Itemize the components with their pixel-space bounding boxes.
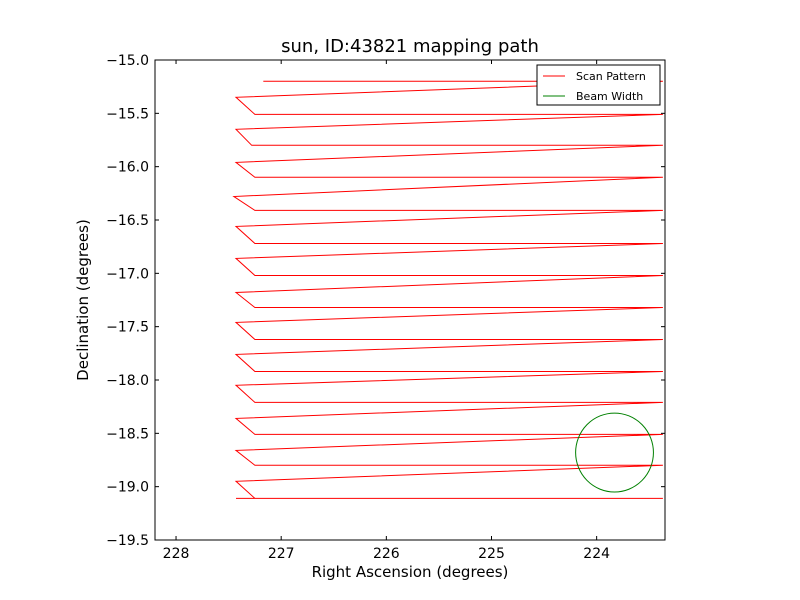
y-tick-label: −19.5 xyxy=(106,533,149,549)
x-tick-label: 225 xyxy=(478,546,505,562)
x-axis-label: Right Ascension (degrees) xyxy=(312,563,509,581)
y-axis: −15.0 −15.5 −16.0 −16.5 −17.0 −17.5 −18.0 −18.5… xyxy=(106,53,665,549)
axes-frame xyxy=(154,59,666,541)
y-tick-label: −17.0 xyxy=(106,266,149,282)
chart-title: sun, ID:43821 mapping path xyxy=(281,36,539,57)
legend-label-scan-pattern: Scan Pattern xyxy=(576,70,646,83)
x-tick-label: 228 xyxy=(163,546,190,562)
axes-background xyxy=(155,60,665,540)
x-tick-label: 227 xyxy=(268,546,295,562)
x-tick-label: 226 xyxy=(373,546,400,562)
x-tick-label: 224 xyxy=(583,546,610,562)
legend-box xyxy=(536,64,661,106)
y-tick-label: −16.5 xyxy=(106,213,149,229)
x-axis: 228 227 226 225 224 xyxy=(163,60,610,562)
y-tick-label: −18.0 xyxy=(106,373,149,389)
y-tick-label: −19.0 xyxy=(106,480,149,496)
y-tick-label: −18.5 xyxy=(106,426,149,442)
series-layer xyxy=(232,80,663,499)
y-axis-label: Declination (degrees) xyxy=(74,219,92,381)
beam-width-circle xyxy=(575,412,654,493)
y-tick-label: −15.0 xyxy=(106,53,149,69)
legend: Scan Pattern Beam Width xyxy=(536,64,661,106)
plot-area xyxy=(154,59,666,541)
scan-pattern-line xyxy=(232,80,663,499)
y-tick-label: −15.5 xyxy=(106,106,149,122)
y-tick-label: −17.5 xyxy=(106,320,149,336)
legend-label-beam-width: Beam Width xyxy=(576,90,643,103)
y-tick-label: −16.0 xyxy=(106,160,149,176)
